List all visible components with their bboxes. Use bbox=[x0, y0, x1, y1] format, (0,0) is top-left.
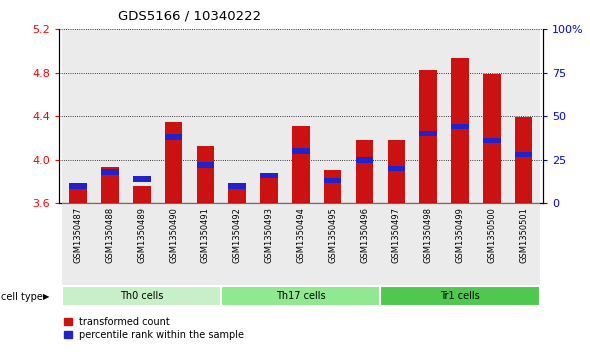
Text: GSM1350491: GSM1350491 bbox=[201, 207, 210, 263]
Bar bbox=[70, 183, 87, 189]
Bar bbox=[126, 203, 158, 285]
Text: Th17 cells: Th17 cells bbox=[276, 291, 326, 301]
Bar bbox=[196, 146, 214, 203]
Text: GSM1350496: GSM1350496 bbox=[360, 207, 369, 264]
Bar bbox=[388, 140, 405, 203]
Bar bbox=[260, 174, 278, 203]
Bar bbox=[451, 58, 469, 203]
Bar bbox=[476, 203, 508, 285]
Text: GSM1350492: GSM1350492 bbox=[232, 207, 242, 263]
Bar bbox=[476, 29, 508, 203]
Bar bbox=[381, 203, 412, 285]
Text: GSM1350493: GSM1350493 bbox=[264, 207, 274, 264]
Bar bbox=[419, 70, 437, 203]
Bar bbox=[221, 29, 253, 203]
Bar bbox=[349, 203, 381, 285]
Bar bbox=[221, 203, 253, 285]
Bar bbox=[70, 186, 87, 203]
FancyBboxPatch shape bbox=[221, 286, 381, 306]
FancyBboxPatch shape bbox=[381, 286, 540, 306]
Bar bbox=[94, 203, 126, 285]
Bar bbox=[158, 203, 189, 285]
Bar bbox=[126, 29, 158, 203]
FancyBboxPatch shape bbox=[62, 286, 221, 306]
Bar bbox=[324, 170, 342, 203]
Bar bbox=[483, 74, 501, 203]
Text: GSM1350497: GSM1350497 bbox=[392, 207, 401, 264]
Text: GSM1350500: GSM1350500 bbox=[487, 207, 496, 263]
Bar bbox=[515, 152, 532, 157]
Bar bbox=[285, 29, 317, 203]
Bar bbox=[228, 186, 246, 203]
Text: GSM1350499: GSM1350499 bbox=[455, 207, 464, 263]
Bar bbox=[483, 138, 501, 143]
Text: GSM1350487: GSM1350487 bbox=[74, 207, 83, 264]
Bar bbox=[165, 122, 182, 203]
Bar bbox=[508, 29, 540, 203]
Bar bbox=[317, 29, 349, 203]
Text: ▶: ▶ bbox=[43, 292, 50, 301]
Text: GSM1350501: GSM1350501 bbox=[519, 207, 528, 263]
Bar bbox=[260, 173, 278, 178]
Text: GSM1350489: GSM1350489 bbox=[137, 207, 146, 264]
Bar bbox=[253, 29, 285, 203]
Bar bbox=[196, 162, 214, 168]
Bar bbox=[101, 167, 119, 203]
Bar bbox=[412, 203, 444, 285]
Bar bbox=[444, 29, 476, 203]
Bar bbox=[62, 29, 94, 203]
Text: GSM1350498: GSM1350498 bbox=[424, 207, 432, 264]
Text: Th0 cells: Th0 cells bbox=[120, 291, 163, 301]
Bar bbox=[189, 29, 221, 203]
Bar bbox=[62, 203, 94, 285]
Bar bbox=[253, 203, 285, 285]
Bar bbox=[165, 134, 182, 140]
Bar bbox=[451, 124, 469, 129]
Bar bbox=[285, 203, 317, 285]
Bar bbox=[515, 117, 532, 203]
Bar bbox=[158, 29, 189, 203]
Bar bbox=[381, 29, 412, 203]
Bar bbox=[133, 176, 150, 182]
Bar bbox=[228, 183, 246, 189]
Text: GSM1350488: GSM1350488 bbox=[106, 207, 114, 264]
Bar bbox=[324, 178, 342, 183]
Bar bbox=[292, 126, 310, 203]
Text: GSM1350490: GSM1350490 bbox=[169, 207, 178, 263]
Bar bbox=[444, 203, 476, 285]
Text: GDS5166 / 10340222: GDS5166 / 10340222 bbox=[118, 9, 261, 22]
Bar bbox=[133, 186, 150, 203]
Text: GSM1350495: GSM1350495 bbox=[328, 207, 337, 263]
Bar bbox=[292, 148, 310, 154]
Bar bbox=[419, 131, 437, 136]
Text: Tr1 cells: Tr1 cells bbox=[440, 291, 480, 301]
Bar bbox=[349, 29, 381, 203]
Bar bbox=[94, 29, 126, 203]
Bar bbox=[412, 29, 444, 203]
Bar bbox=[356, 157, 373, 163]
Bar bbox=[388, 166, 405, 171]
Legend: transformed count, percentile rank within the sample: transformed count, percentile rank withi… bbox=[64, 317, 244, 340]
Text: GSM1350494: GSM1350494 bbox=[296, 207, 306, 263]
Bar bbox=[101, 169, 119, 175]
Bar bbox=[189, 203, 221, 285]
Bar bbox=[356, 140, 373, 203]
Bar bbox=[317, 203, 349, 285]
Text: cell type: cell type bbox=[1, 291, 43, 302]
Bar bbox=[508, 203, 540, 285]
